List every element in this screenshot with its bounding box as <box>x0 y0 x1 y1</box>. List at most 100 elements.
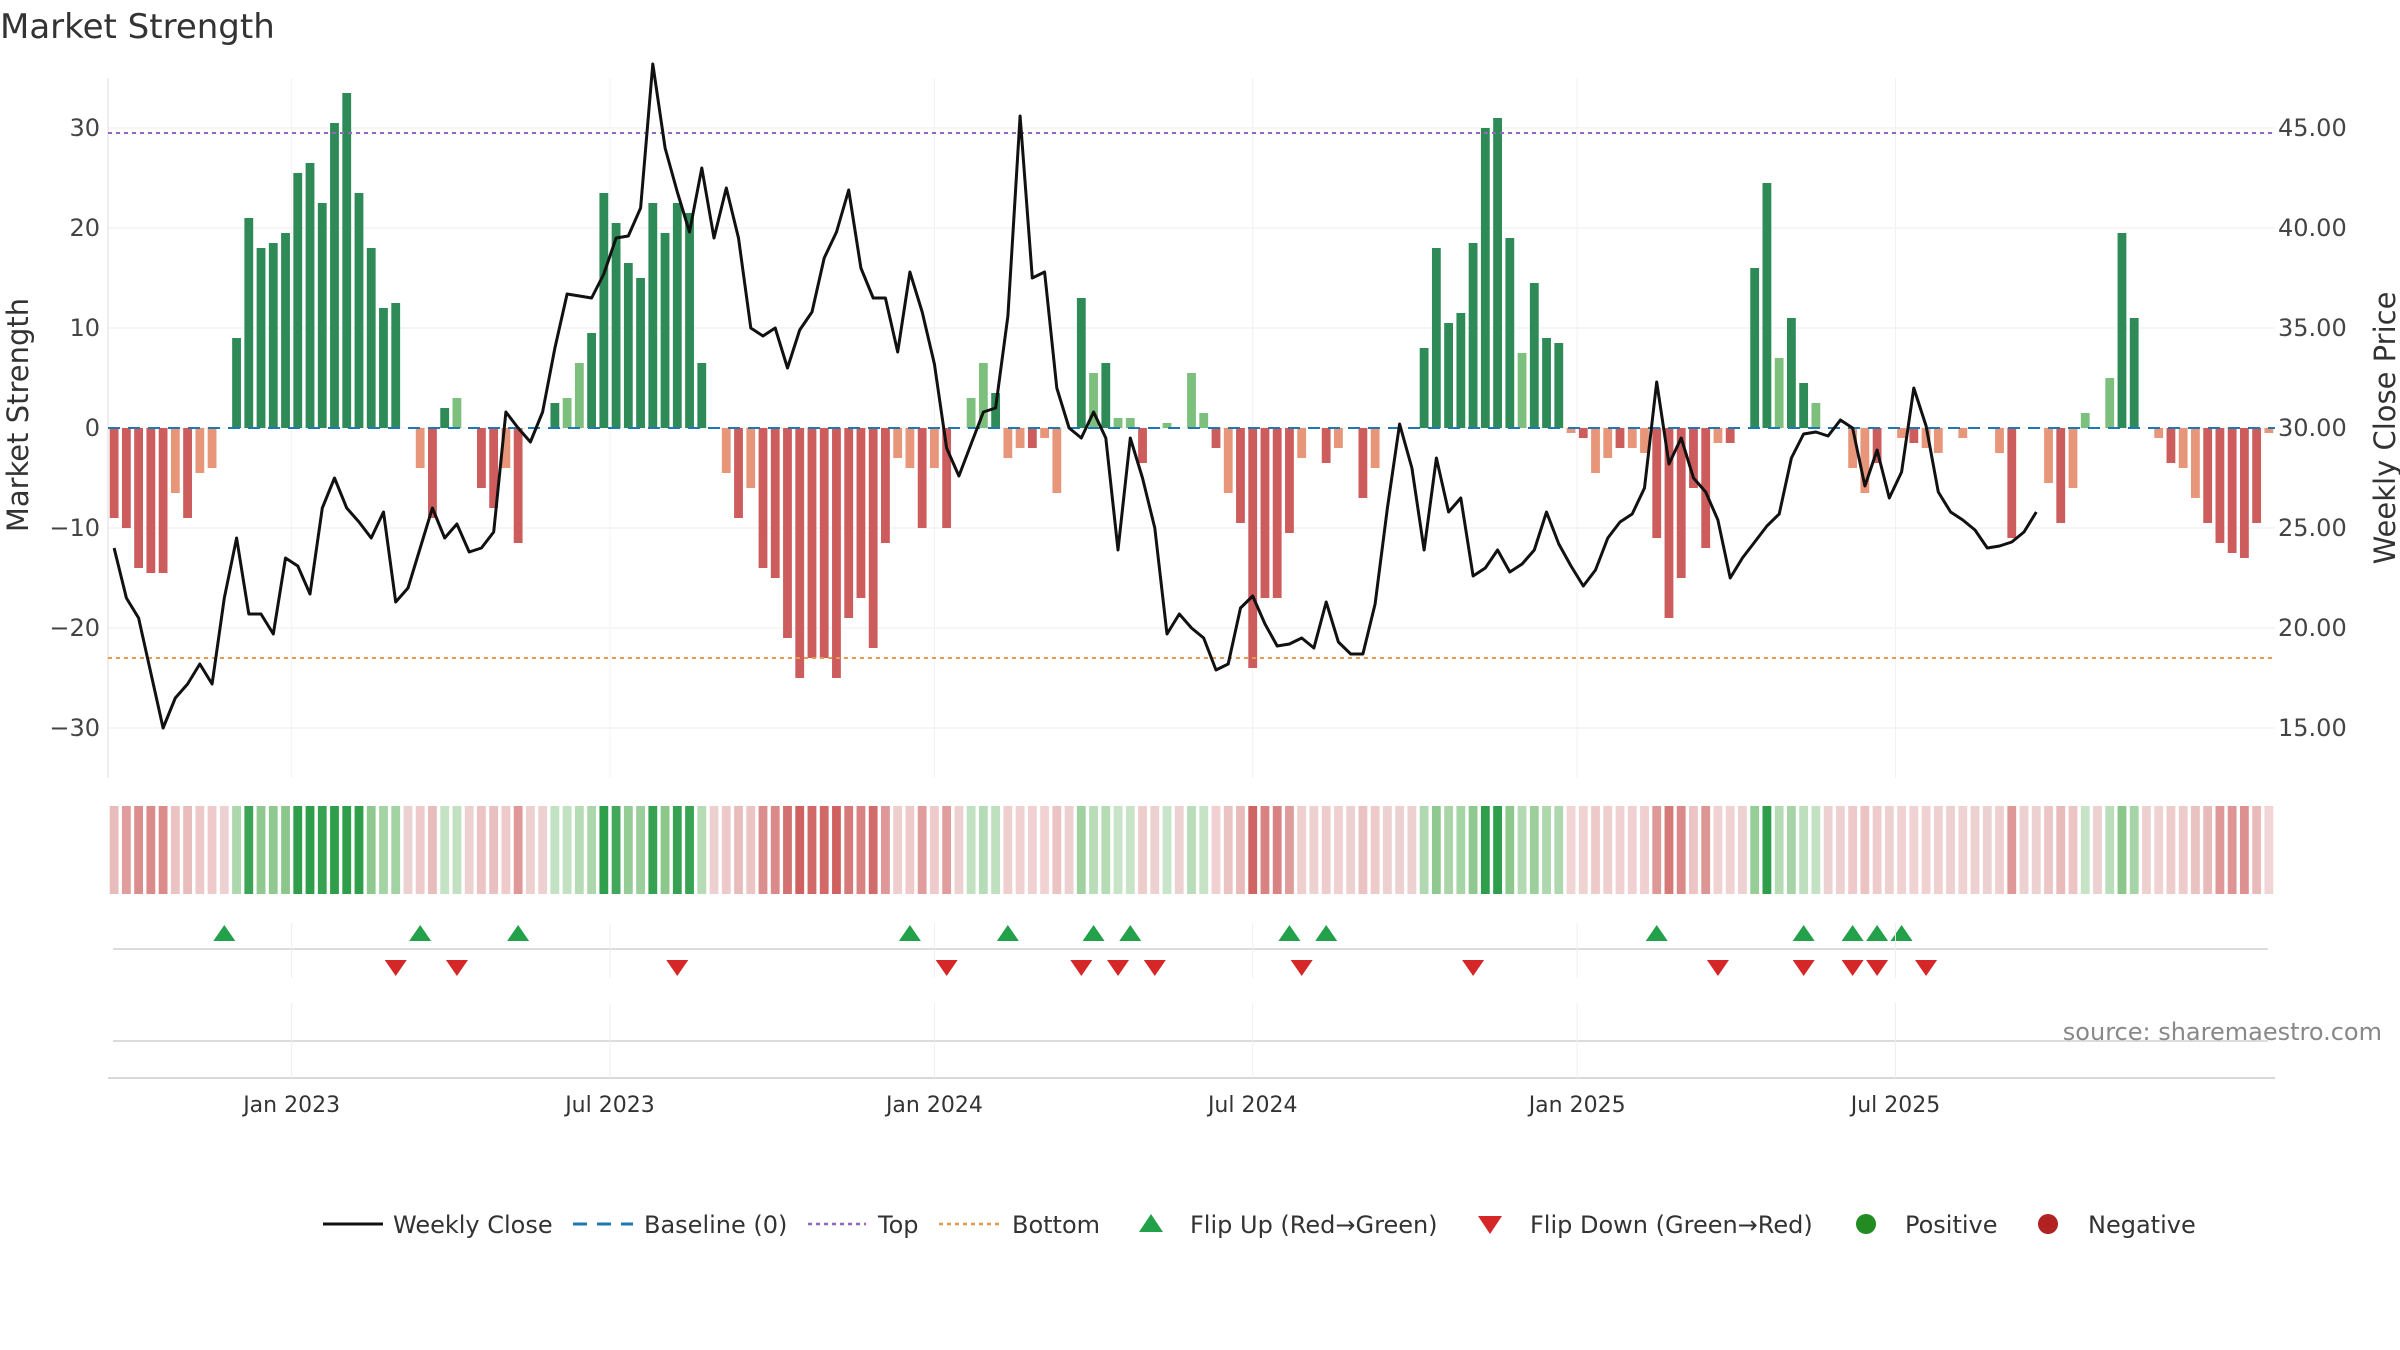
strength-bar <box>1089 373 1098 428</box>
heat-cell <box>1101 806 1111 894</box>
strength-bar <box>1199 413 1209 428</box>
strength-bar <box>1370 428 1380 468</box>
legend-label: Weekly Close <box>393 1211 553 1239</box>
strength-bar <box>1554 343 1564 428</box>
right-tick-label: 35.00 <box>2278 314 2347 342</box>
heat-cell <box>2215 806 2225 894</box>
strength-bar <box>1615 428 1625 448</box>
strength-bar <box>109 428 119 518</box>
heat-cell <box>709 806 719 894</box>
heat-cell <box>1150 806 1160 894</box>
strength-bar <box>1725 428 1735 443</box>
strength-bar <box>452 398 462 428</box>
heat-cell <box>1615 806 1625 894</box>
strength-bar <box>379 308 388 428</box>
heat-cell <box>1138 806 1147 894</box>
strength-bar <box>2264 428 2274 433</box>
flip-down-marker <box>1841 960 1864 976</box>
strength-bar <box>1493 118 1502 428</box>
heat-cell <box>1346 806 1356 894</box>
heat-cell <box>550 806 560 894</box>
strength-bar <box>1713 428 1723 443</box>
strength-bar <box>489 428 499 508</box>
heat-cell <box>1272 806 1282 894</box>
heat-cell <box>1872 806 1882 894</box>
heat-cell <box>1995 806 2004 894</box>
x-tick-label: Jan 2023 <box>241 1093 340 1118</box>
strength-bar <box>1995 428 2004 453</box>
strength-bar <box>1272 428 1282 598</box>
heat-cell <box>1321 806 1331 894</box>
strength-bar <box>1223 428 1233 493</box>
heat-cell <box>1578 806 1588 894</box>
heat-cell <box>1566 806 1576 894</box>
x-tick-label: Jan 2025 <box>1527 1093 1626 1118</box>
strength-bar <box>1921 428 1931 448</box>
strength-bar <box>195 428 205 473</box>
strength-bar <box>1799 383 1809 428</box>
strength-bar <box>2056 428 2066 523</box>
strength-bar <box>672 203 682 428</box>
heat-cell <box>2105 806 2115 894</box>
legend-item: Top <box>808 1211 919 1239</box>
axis-labels: 30 20 10 0 −10 −20 −30 45.00 40.00 35.00 30.00 25.0… <box>49 114 2346 742</box>
left-tick-label: 10 <box>69 314 100 342</box>
heat-cell <box>929 806 939 894</box>
right-tick-label: 30.00 <box>2278 414 2347 442</box>
strength-bar <box>1750 268 1760 428</box>
flip-down-marker <box>445 960 468 976</box>
strength-bar <box>978 363 988 428</box>
strength-bar <box>1187 373 1196 428</box>
strength-bar <box>477 428 486 488</box>
heat-cell <box>868 806 878 894</box>
strength-bar <box>1640 428 1649 453</box>
heat-cell <box>1015 806 1025 894</box>
heat-cell <box>2068 806 2078 894</box>
heat-cell <box>2007 806 2017 894</box>
heat-cell <box>623 806 633 894</box>
heat-cell <box>783 806 792 894</box>
heat-cell <box>513 806 523 894</box>
strength-bar <box>1040 428 1049 438</box>
strength-bar <box>1578 428 1588 438</box>
strength-bar <box>354 193 364 428</box>
strength-bar <box>1480 128 1490 428</box>
strength-bar <box>2203 428 2213 523</box>
heat-cell <box>1480 806 1490 894</box>
heat-cell <box>1640 806 1649 894</box>
heat-cell <box>2056 806 2066 894</box>
heat-cell <box>1897 806 1906 894</box>
strength-bar <box>2191 428 2200 498</box>
heat-cell <box>746 806 756 894</box>
heat-cell <box>599 806 609 894</box>
heat-cell <box>477 806 486 894</box>
heat-cell <box>1040 806 1049 894</box>
heat-cell <box>978 806 988 894</box>
chart-title: Market Strength <box>0 7 275 47</box>
heat-cell <box>2117 806 2127 894</box>
strength-bar <box>1664 428 1674 618</box>
strength-bar <box>1076 298 1086 428</box>
heat-cell <box>954 806 964 894</box>
strength-bar <box>1689 428 1698 488</box>
strength-bar <box>158 428 168 573</box>
flip-up-marker <box>996 925 1019 941</box>
flip-down-marker <box>1706 960 1729 976</box>
strength-bar <box>1652 428 1662 538</box>
legend-item: Positive <box>1856 1211 1998 1239</box>
strength-bar <box>1468 243 1478 428</box>
strength-bar <box>1260 428 1270 598</box>
heat-cell <box>1125 806 1135 894</box>
heat-cell <box>856 806 866 894</box>
heat-cell <box>905 806 915 894</box>
heat-cell <box>1750 806 1760 894</box>
heat-cell <box>1076 806 1086 894</box>
flip-down-marker <box>1070 960 1093 976</box>
heat-cell <box>966 806 976 894</box>
heat-cell <box>1676 806 1686 894</box>
left-tick-label: 20 <box>69 214 100 242</box>
heat-cell <box>1370 806 1380 894</box>
heat-cell <box>440 806 450 894</box>
strength-bar <box>134 428 144 568</box>
right-axis-title: Weekly Close Price <box>2368 292 2400 565</box>
